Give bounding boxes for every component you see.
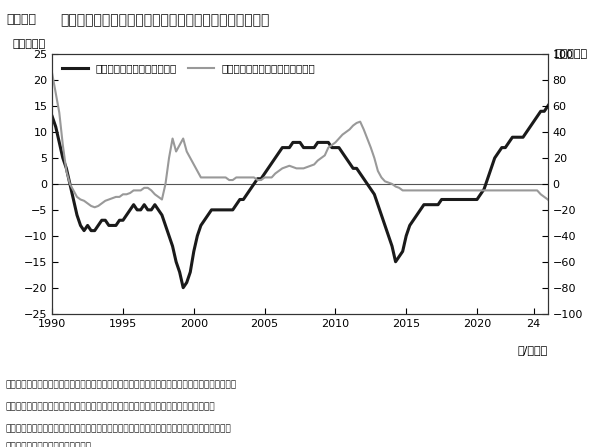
Text: 前と比べて「上昇」したと回答した企業の割合）－（「低下」したと回答した企業の割合）。: 前と比べて「上昇」したと回答した企業の割合）－（「低下」したと回答した企業の割合… (6, 425, 232, 434)
資金繰り判断ＤＩ（左目盛） (466, 197, 473, 202)
Text: （出所）　日銀短観から筆者作成。: （出所） 日銀短観から筆者作成。 (6, 443, 92, 447)
資金繰り判断ＤＩ（左目盛） (278, 145, 286, 150)
X-axis label: 年/四半期: 年/四半期 (518, 345, 548, 355)
借入金利水準判断ＤＩ（右目盛） (580, 218, 587, 223)
資金繰り判断ＤＩ（左目盛） (179, 285, 187, 291)
Legend: 資金繰り判断ＤＩ（左目盛）, 借入金利水準判断ＤＩ（右目盛）: 資金繰り判断ＤＩ（左目盛）, 借入金利水準判断ＤＩ（右目盛） (58, 59, 320, 78)
借入金利水準判断ＤＩ（右目盛） (49, 71, 56, 76)
借入金利水準判断ＤＩ（右目盛） (463, 188, 470, 193)
Text: 企業の資金繰り判断ＤＩと借入金利水準判断ＤＩの推移: 企業の資金繰り判断ＤＩと借入金利水準判断ＤＩの推移 (60, 13, 269, 27)
Text: （注）　資金繰り判断ＤＩ＝（自社の資金繰りが「楽である」と答えた企業の割合）－（「苦し: （注） 資金繰り判断ＤＩ＝（自社の資金繰りが「楽である」と答えた企業の割合）－（… (6, 380, 237, 389)
資金繰り判断ＤＩ（左目盛） (265, 166, 272, 171)
借入金利水準判断ＤＩ（右目盛） (275, 168, 283, 173)
Y-axis label: ％ポイント: ％ポイント (13, 39, 46, 49)
Line: 資金繰り判断ＤＩ（左目盛）: 資金繰り判断ＤＩ（左目盛） (52, 91, 600, 288)
資金繰り判断ＤＩ（左目盛） (49, 114, 56, 119)
Y-axis label: ％ポイント: ％ポイント (554, 49, 587, 59)
Text: い」と答えた企業の割合）。借入金利水準判断ＤＩ＝（自社の借入金利の水準が３カ月: い」と答えた企業の割合）。借入金利水準判断ＤＩ＝（自社の借入金利の水準が３カ月 (6, 402, 215, 411)
資金繰り判断ＤＩ（左目盛） (565, 88, 572, 93)
Text: ［図表］: ［図表］ (6, 13, 36, 26)
借入金利水準判断ＤＩ（右目盛） (261, 175, 268, 180)
Line: 借入金利水準判断ＤＩ（右目盛）: 借入金利水準判断ＤＩ（右目盛） (52, 74, 600, 220)
